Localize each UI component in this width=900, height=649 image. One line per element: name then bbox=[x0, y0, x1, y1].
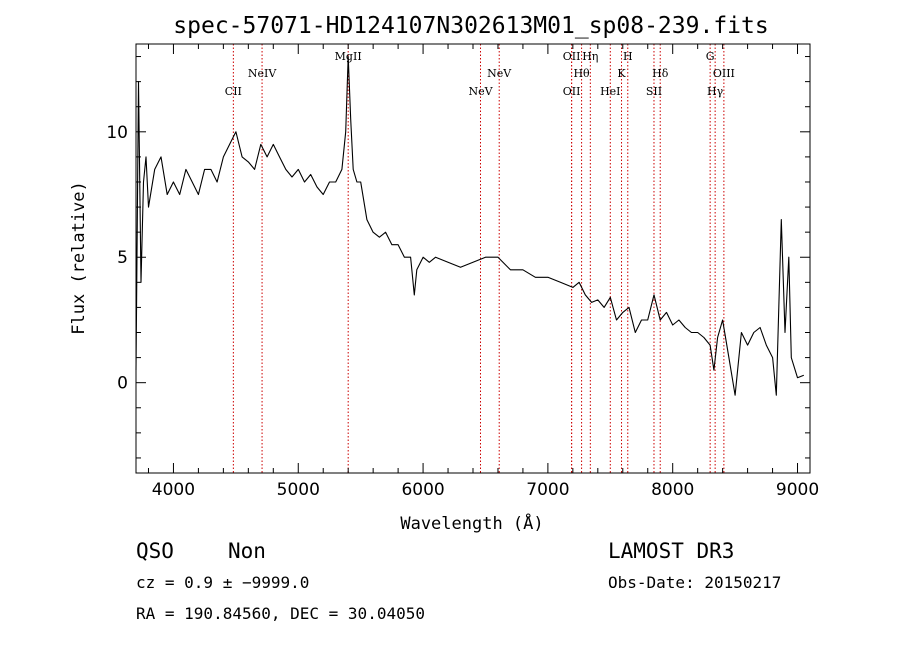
line-label-NeV: NeV bbox=[468, 85, 493, 98]
line-label-Hδ: Hδ bbox=[652, 67, 669, 80]
line-label-CII: CII bbox=[225, 85, 242, 98]
survey-name: LAMOST DR3 bbox=[608, 539, 734, 563]
x-tick-label: 4000 bbox=[152, 480, 195, 500]
line-label-H: H bbox=[623, 50, 633, 63]
spectrum-series bbox=[135, 55, 805, 396]
emission-line-markers bbox=[232, 44, 725, 473]
x-axis-label: Wavelength (Å) bbox=[400, 512, 543, 534]
x-tick-label: 7000 bbox=[526, 480, 569, 500]
plot-frame bbox=[135, 43, 811, 474]
y-tick-label: 5 bbox=[117, 248, 128, 268]
redshift-readout: cz = 0.9 ± −9999.0 bbox=[136, 573, 309, 592]
y-tick-label: 10 bbox=[106, 123, 128, 143]
y-axis-ticks: 0 5 10 bbox=[106, 56, 810, 459]
x-tick-label: 6000 bbox=[401, 480, 444, 500]
line-label-Hθ: Hθ bbox=[573, 67, 590, 80]
line-label-Hγ: Hγ bbox=[707, 85, 724, 98]
object-subclass: Non bbox=[228, 539, 266, 563]
line-label-NeV: NeV bbox=[487, 67, 512, 80]
object-class: QSO bbox=[136, 539, 174, 563]
obs-date: Obs-Date: 20150217 bbox=[608, 573, 781, 592]
y-axis-label: Flux (relative) bbox=[69, 181, 89, 335]
line-label-SII: SII bbox=[646, 85, 662, 98]
line-label-G: G bbox=[706, 50, 715, 63]
y-tick-label: 0 bbox=[117, 374, 128, 394]
coordinates: RA = 190.84560, DEC = 30.04050 bbox=[136, 604, 425, 623]
line-label-K: K bbox=[617, 67, 626, 80]
line-label-OII: OII bbox=[563, 85, 581, 98]
chart-title: spec-57071-HD124107N302613M01_sp08-239.f… bbox=[173, 13, 768, 39]
line-label-HeI: HeI bbox=[600, 85, 620, 98]
x-axis-ticks: 4000 5000 6000 7000 8000 9000 bbox=[147, 44, 819, 500]
line-label-OII: OII bbox=[563, 50, 581, 63]
x-tick-label: 9000 bbox=[776, 480, 819, 500]
x-tick-label: 5000 bbox=[277, 480, 320, 500]
x-tick-label: 8000 bbox=[651, 480, 694, 500]
line-label-OIII: OIII bbox=[713, 67, 735, 80]
line-label-Hη: Hη bbox=[582, 50, 598, 63]
line-label-NeIV: NeIV bbox=[248, 67, 277, 80]
